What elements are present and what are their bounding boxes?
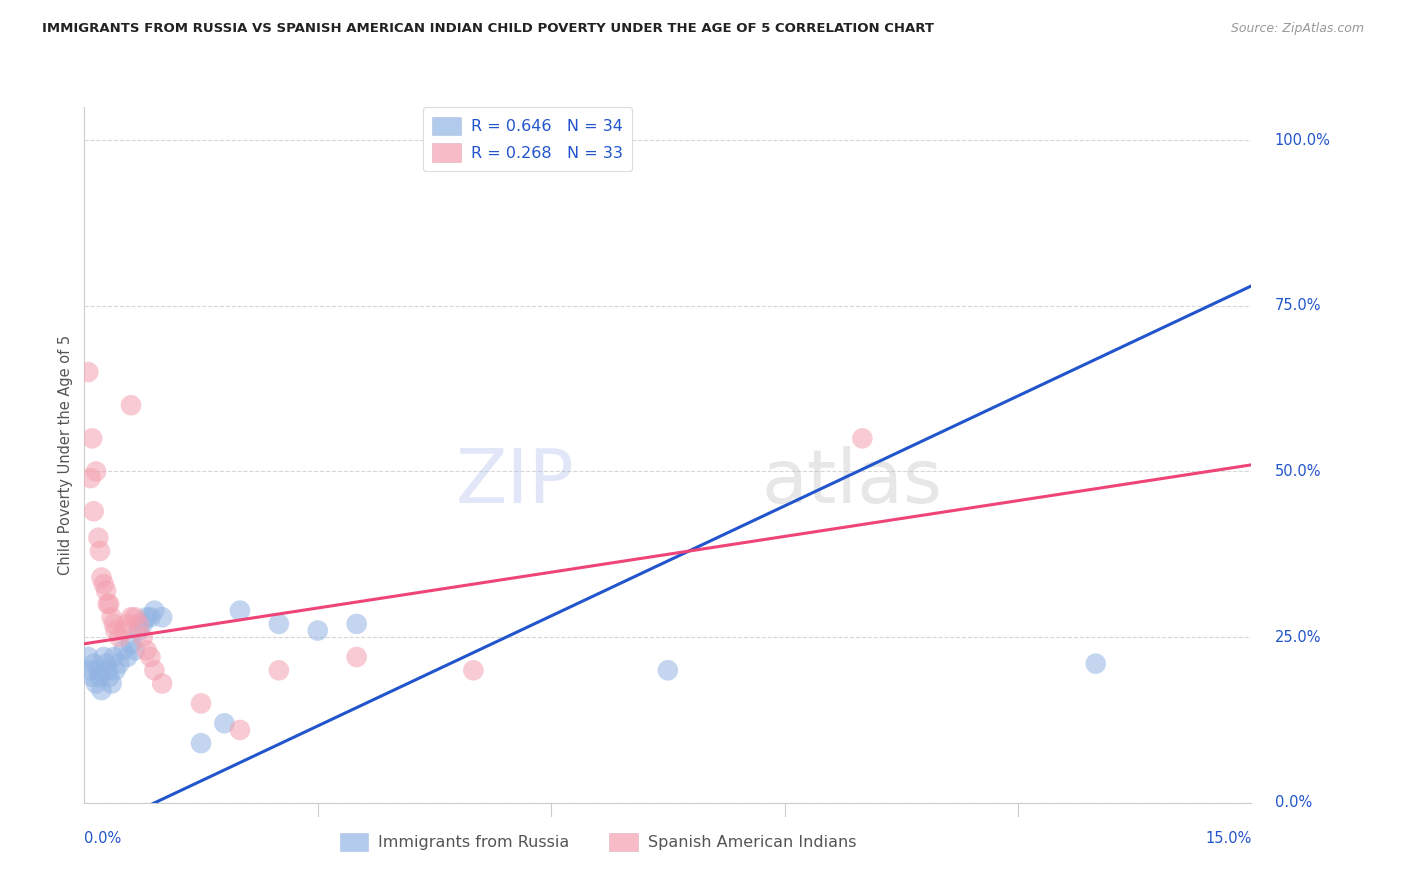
Point bbox=[214, 716, 236, 731]
Text: 0.0%: 0.0% bbox=[1275, 796, 1312, 810]
Point bbox=[100, 676, 122, 690]
Point bbox=[120, 610, 142, 624]
Point bbox=[267, 663, 290, 677]
Point bbox=[112, 643, 135, 657]
Point bbox=[93, 577, 115, 591]
Point bbox=[346, 650, 368, 665]
Point bbox=[1084, 657, 1107, 671]
Text: 0.0%: 0.0% bbox=[84, 830, 121, 846]
Point bbox=[851, 431, 873, 445]
Point bbox=[89, 670, 111, 684]
Point bbox=[124, 643, 146, 657]
Point bbox=[83, 657, 105, 671]
Point bbox=[132, 616, 155, 631]
Point bbox=[83, 504, 105, 518]
Text: 25.0%: 25.0% bbox=[1275, 630, 1322, 645]
Point bbox=[82, 431, 104, 445]
Point bbox=[128, 624, 150, 638]
Point bbox=[139, 650, 162, 665]
Point bbox=[90, 683, 112, 698]
Point bbox=[89, 544, 111, 558]
Point bbox=[115, 616, 138, 631]
Text: Source: ZipAtlas.com: Source: ZipAtlas.com bbox=[1230, 22, 1364, 36]
Point bbox=[100, 610, 122, 624]
Legend: Immigrants from Russia, Spanish American Indians: Immigrants from Russia, Spanish American… bbox=[333, 826, 862, 857]
Point bbox=[463, 663, 485, 677]
Point bbox=[120, 398, 142, 412]
Point bbox=[108, 657, 131, 671]
Point bbox=[143, 663, 166, 677]
Point bbox=[139, 610, 162, 624]
Point bbox=[87, 531, 110, 545]
Point bbox=[98, 670, 121, 684]
Point bbox=[346, 616, 368, 631]
Point bbox=[120, 637, 142, 651]
Text: IMMIGRANTS FROM RUSSIA VS SPANISH AMERICAN INDIAN CHILD POVERTY UNDER THE AGE OF: IMMIGRANTS FROM RUSSIA VS SPANISH AMERIC… bbox=[42, 22, 934, 36]
Text: ZIP: ZIP bbox=[456, 446, 575, 519]
Text: 15.0%: 15.0% bbox=[1205, 830, 1251, 846]
Point bbox=[190, 736, 212, 750]
Point bbox=[132, 630, 155, 644]
Point bbox=[135, 643, 157, 657]
Point bbox=[267, 616, 290, 631]
Point bbox=[97, 663, 120, 677]
Point bbox=[103, 650, 125, 665]
Point bbox=[79, 471, 101, 485]
Point bbox=[307, 624, 329, 638]
Point bbox=[150, 676, 173, 690]
Point bbox=[124, 610, 146, 624]
Point bbox=[128, 616, 150, 631]
Point bbox=[90, 570, 112, 584]
Point bbox=[97, 597, 120, 611]
Text: 100.0%: 100.0% bbox=[1275, 133, 1330, 148]
Point bbox=[98, 597, 121, 611]
Text: atlas: atlas bbox=[761, 446, 942, 519]
Point bbox=[84, 465, 107, 479]
Point bbox=[82, 670, 104, 684]
Point bbox=[135, 610, 157, 624]
Point bbox=[79, 663, 101, 677]
Point bbox=[103, 616, 125, 631]
Y-axis label: Child Poverty Under the Age of 5: Child Poverty Under the Age of 5 bbox=[58, 334, 73, 575]
Point bbox=[84, 676, 107, 690]
Point bbox=[112, 624, 135, 638]
Point bbox=[143, 604, 166, 618]
Text: 75.0%: 75.0% bbox=[1275, 298, 1322, 313]
Point bbox=[229, 723, 252, 737]
Point bbox=[104, 663, 127, 677]
Point bbox=[108, 630, 131, 644]
Point bbox=[77, 365, 100, 379]
Point bbox=[94, 657, 117, 671]
Point bbox=[657, 663, 679, 677]
Point bbox=[190, 697, 212, 711]
Point bbox=[150, 610, 173, 624]
Point bbox=[104, 624, 127, 638]
Point bbox=[93, 650, 115, 665]
Text: 50.0%: 50.0% bbox=[1275, 464, 1322, 479]
Point bbox=[87, 663, 110, 677]
Point bbox=[94, 583, 117, 598]
Point bbox=[115, 650, 138, 665]
Point bbox=[77, 650, 100, 665]
Point bbox=[229, 604, 252, 618]
